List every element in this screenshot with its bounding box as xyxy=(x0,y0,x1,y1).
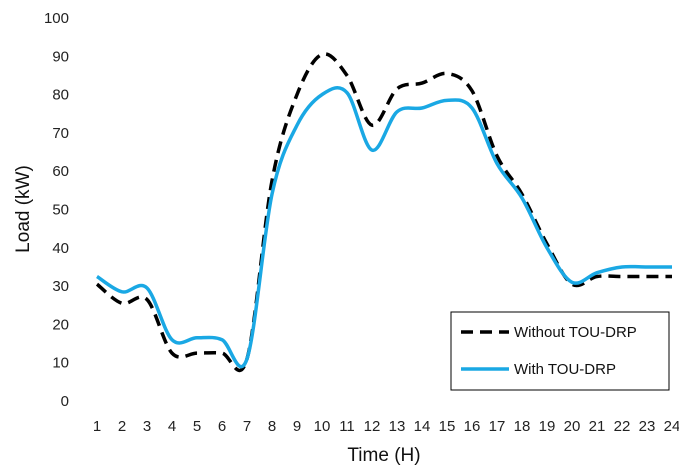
x-tick-label: 1 xyxy=(93,418,101,435)
y-tick-label: 30 xyxy=(52,278,69,295)
x-tick-label: 14 xyxy=(414,418,431,435)
x-tick-label: 4 xyxy=(168,418,176,435)
x-tick-label: 24 xyxy=(664,418,679,435)
x-tick-label: 9 xyxy=(293,418,301,435)
x-tick-label: 13 xyxy=(389,418,406,435)
legend-box xyxy=(450,311,670,391)
y-axis-title: Load (kW) xyxy=(13,165,34,253)
x-axis-ticks: 1 2 3 4 5 6 7 8 9 10 11 12 13 14 15 16 17 18 19 20 21 22 23 24 xyxy=(93,418,679,435)
x-tick-label: 11 xyxy=(339,418,355,435)
y-tick-label: 0 xyxy=(61,393,69,410)
x-tick-label: 22 xyxy=(614,418,631,435)
x-tick-label: 10 xyxy=(314,418,331,435)
x-axis-title: Time (H) xyxy=(347,445,420,466)
x-tick-label: 19 xyxy=(539,418,556,435)
x-tick-label: 20 xyxy=(564,418,581,435)
x-tick-label: 8 xyxy=(268,418,276,435)
series-line-without-tou-drp xyxy=(95,52,672,373)
x-tick-label: 2 xyxy=(118,418,126,435)
y-tick-label: 60 xyxy=(52,163,69,180)
x-tick-label: 16 xyxy=(464,418,481,435)
y-tick-label: 10 xyxy=(52,355,69,372)
x-tick-label: 7 xyxy=(243,418,251,435)
x-tick-label: 21 xyxy=(589,418,606,435)
series-layer xyxy=(95,52,672,373)
y-tick-label: 50 xyxy=(52,202,69,219)
x-tick-label: 23 xyxy=(639,418,656,435)
legend-label-without-tou-drp: Without TOU-DRP xyxy=(514,324,637,341)
y-axis-ticks: 0 10 20 30 40 50 60 70 80 90 100 xyxy=(44,10,69,410)
y-tick-label: 70 xyxy=(52,125,69,142)
legend-label-with-tou-drp: With TOU-DRP xyxy=(514,361,616,378)
x-tick-label: 12 xyxy=(364,418,381,435)
x-tick-label: 18 xyxy=(514,418,531,435)
x-tick-label: 17 xyxy=(489,418,506,435)
y-tick-label: 80 xyxy=(52,87,69,104)
legend: Without TOU-DRP With TOU-DRP xyxy=(450,311,670,391)
y-tick-label: 20 xyxy=(52,316,69,333)
x-tick-label: 5 xyxy=(193,418,201,435)
series-line-with-tou-drp xyxy=(96,86,672,369)
y-tick-label: 40 xyxy=(52,240,69,257)
y-tick-label: 100 xyxy=(44,10,69,27)
x-tick-label: 15 xyxy=(439,418,456,435)
x-tick-label: 3 xyxy=(143,418,151,435)
x-tick-label: 6 xyxy=(218,418,226,435)
y-tick-label: 90 xyxy=(52,48,69,65)
